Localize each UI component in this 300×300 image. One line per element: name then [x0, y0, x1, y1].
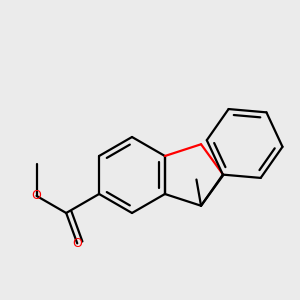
Text: O: O	[72, 237, 82, 250]
Text: O: O	[32, 189, 41, 203]
